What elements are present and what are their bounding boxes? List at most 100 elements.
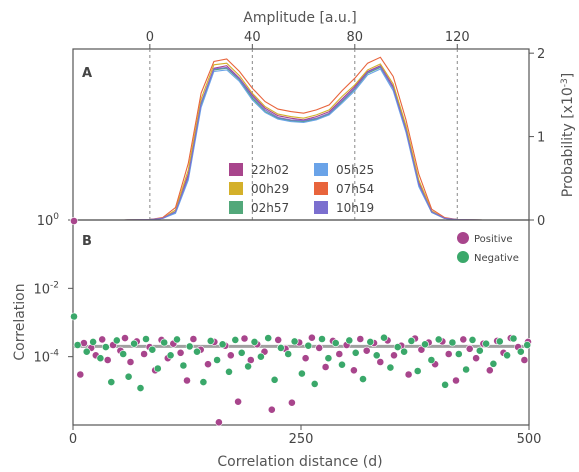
panel-b-data-point <box>413 367 422 375</box>
panel-b-data-point <box>523 341 532 349</box>
panel-b-data-point <box>516 347 525 356</box>
panel-b-data-point <box>204 360 212 369</box>
panel-b-data-point <box>76 370 85 379</box>
panel-b-frame <box>72 219 530 426</box>
panel-b-data-point <box>448 338 457 347</box>
panel-a-x-tick-label: 80 <box>347 30 364 45</box>
panel-b-data-point <box>98 335 107 344</box>
panel-a-legend-label: 10h19 <box>336 201 374 215</box>
panel-b-data-point <box>372 351 381 360</box>
panel-b-data-point <box>485 366 494 375</box>
panel-a-label: A <box>82 66 92 81</box>
panel-b-data-point <box>362 346 371 355</box>
panel-a-legend: 22h02 00h29 02h57 05h25 07h54 10h19 <box>229 163 374 215</box>
panel-b-data-point <box>264 334 273 342</box>
panel-b-data-point <box>183 376 191 385</box>
panel-b-data-point <box>89 337 97 346</box>
panel-a-legend-label: 05h25 <box>336 163 374 177</box>
panel-b-data-point <box>213 356 221 364</box>
panel-b-data-point <box>189 335 198 343</box>
panel-b-data-point <box>297 369 306 378</box>
panel-a-y-axis-title-main: Probability [x10 <box>560 87 576 197</box>
panel-b-data-point <box>130 339 138 348</box>
panel-b-data-point <box>301 354 310 363</box>
panel-b-data-point <box>82 347 91 356</box>
panel-b-data-point <box>140 350 148 358</box>
panel-b-data-point <box>489 359 498 368</box>
panel-b-data-point <box>185 342 194 351</box>
panel-b-data-point <box>393 343 402 351</box>
panel-b-data-point <box>231 335 240 344</box>
panel-b-data-point <box>482 339 490 348</box>
tick-exponent: -2 <box>50 280 59 290</box>
panel-b-data-point <box>287 398 296 407</box>
panel-b-data-point <box>103 356 112 364</box>
panel-b-data-point <box>310 379 319 388</box>
panel-b-legend: Positive Negative <box>457 232 519 264</box>
panel-b-data-point <box>475 346 484 355</box>
panel-b-data-point <box>244 362 252 371</box>
panel-b-data-point <box>126 358 135 366</box>
panel-b-legend-label: Negative <box>474 253 519 264</box>
panel-b-data-point <box>465 344 474 353</box>
panel-a-legend-swatch <box>229 182 243 195</box>
panel-b-data-point <box>390 351 398 360</box>
panel-a-frame <box>72 48 530 221</box>
panel-b-data-point <box>136 384 145 392</box>
panel-b-data-point <box>366 337 375 346</box>
panel-b-data-point <box>290 337 299 346</box>
panel-b-data-point <box>318 335 326 343</box>
panel-a-series-line <box>73 62 529 221</box>
panel-b-data-point <box>121 334 129 342</box>
panel-b-data-point <box>404 370 413 379</box>
panel-b-x-tick-label: 500 <box>517 432 542 447</box>
panel-a-x-tick-label: 120 <box>445 30 470 45</box>
panel-b-data-point <box>240 334 249 343</box>
panel-b-data-point <box>427 356 436 364</box>
panel-b-data-point <box>173 335 181 344</box>
panel-a-legend-label: 07h54 <box>336 182 374 196</box>
panel-b-data-point <box>349 366 358 375</box>
panel-b-data-point <box>359 375 367 383</box>
panel-b-data-point <box>356 335 365 343</box>
panel-b-x-axis-title: Correlation distance (d) <box>217 454 382 470</box>
panel-b-data-point <box>503 351 511 360</box>
panel-a-legend-swatch <box>229 163 243 176</box>
panel-b-y-axis-title: Correlation <box>12 283 28 360</box>
panel-b-data-point <box>274 335 283 344</box>
panel-b-data-point <box>234 397 242 406</box>
panel-b-data-point <box>142 335 150 343</box>
panel-a-ticks: 0 40 80 120 0 1 2 <box>146 30 546 229</box>
panel-a-legend-swatch <box>229 201 243 214</box>
panel-b-data-point <box>386 363 395 372</box>
panel-b-data-point <box>454 350 463 358</box>
panel-b-data-point <box>199 378 208 386</box>
panel-b-legend-marker <box>457 232 469 244</box>
panel-b-data-point <box>73 341 82 349</box>
panel-b-y-tick-label: 10-4 <box>33 349 59 366</box>
panel-b-data-point <box>452 376 460 385</box>
panel-a-y-tick-label: 0 <box>537 214 545 229</box>
panel-b-data-point <box>256 352 265 361</box>
panel-b-data-point <box>70 312 78 321</box>
panel-b-legend-marker <box>457 251 469 263</box>
panel-b-y-tick-label: 10-2 <box>33 280 59 297</box>
panel-b-data-point <box>351 348 360 357</box>
panel-b-data-point <box>462 365 470 374</box>
tick-exponent: -4 <box>50 349 59 359</box>
panel-b-data-point <box>153 364 162 373</box>
panel-b-data-point <box>70 217 78 225</box>
panel-b-data-point <box>304 341 313 350</box>
panel-b-data-point <box>148 345 157 354</box>
panel-b-data-point <box>267 405 276 414</box>
panel-b-label: B <box>82 234 92 249</box>
panel-b-data-point <box>96 354 105 363</box>
panel-b-data-point <box>459 335 468 344</box>
panel-b-data-point <box>237 348 246 357</box>
panel-b-data-point <box>376 358 385 366</box>
panel-b-data-point <box>284 350 293 358</box>
panel-a-series-line <box>73 66 529 221</box>
panel-b-data-point <box>421 340 429 349</box>
